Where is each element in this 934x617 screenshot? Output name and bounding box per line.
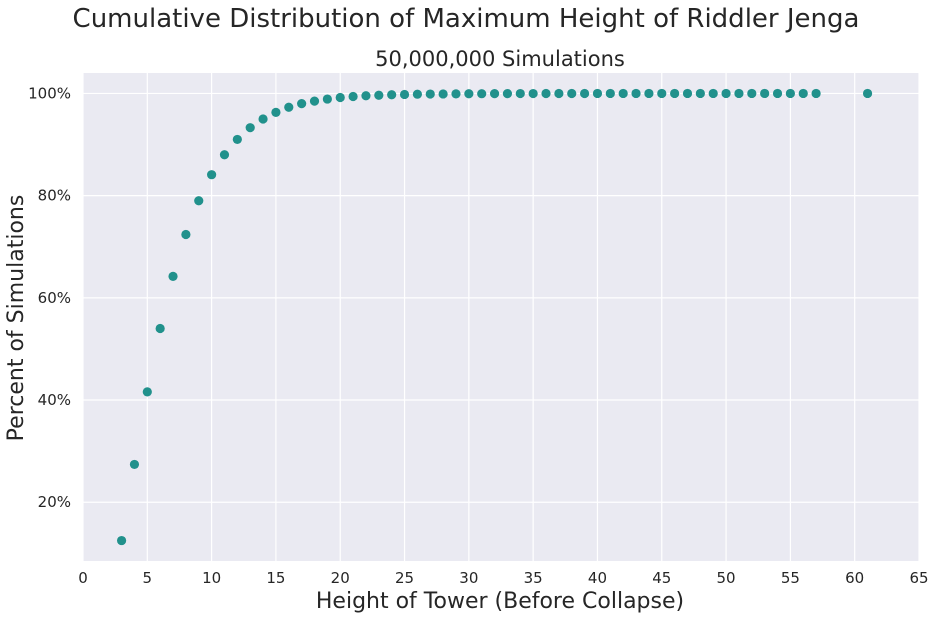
data-point [541, 88, 551, 99]
y-axis-label: Percent of Simulations [4, 195, 29, 442]
x-tick-label: 5 [143, 569, 153, 587]
x-tick-label: 60 [845, 569, 864, 587]
data-point [335, 92, 345, 103]
data-points [116, 88, 873, 546]
data-point [284, 102, 294, 112]
data-point [271, 107, 281, 117]
data-point [580, 88, 590, 99]
data-point [219, 150, 230, 160]
data-point [605, 88, 615, 99]
x-tick-label: 55 [781, 569, 800, 587]
grid-lines [82, 73, 920, 561]
data-point [116, 535, 127, 546]
data-point [760, 88, 770, 99]
data-point [451, 89, 461, 99]
data-point [489, 89, 500, 99]
data-point [528, 88, 538, 99]
data-point [155, 323, 165, 334]
data-point [348, 91, 358, 102]
data-point [592, 88, 603, 99]
x-axis-ticks: 0 5 10 15 20 25 30 35 40 45 50 55 60 65 [78, 569, 928, 587]
y-tick-label: 60% [38, 289, 71, 307]
x-axis-label: Height of Tower (Before Collapse) [316, 589, 684, 614]
data-point [657, 88, 667, 99]
x-tick-label: 35 [524, 569, 543, 587]
data-point [477, 89, 487, 99]
y-tick-label: 20% [38, 493, 71, 511]
data-point [785, 88, 795, 99]
data-point [734, 88, 744, 99]
data-point [245, 123, 255, 133]
data-point [399, 89, 410, 100]
data-point [747, 88, 757, 99]
y-tick-label: 40% [38, 391, 71, 409]
data-point [438, 89, 448, 99]
data-point [207, 170, 217, 180]
data-point [309, 96, 320, 106]
data-point [322, 94, 332, 104]
data-point [181, 229, 191, 240]
data-point [862, 88, 873, 99]
data-point [361, 91, 371, 101]
data-point [464, 89, 474, 99]
data-point [682, 88, 693, 99]
chart-title: Cumulative Distribution of Maximum Heigh… [73, 4, 860, 34]
x-tick-label: 30 [459, 569, 478, 587]
data-point [425, 89, 435, 99]
data-point [567, 88, 577, 99]
data-point [708, 88, 718, 99]
data-point [631, 88, 641, 99]
data-point [142, 387, 152, 397]
data-point [502, 88, 513, 99]
y-tick-label: 80% [38, 187, 71, 205]
x-tick-label: 0 [78, 569, 88, 587]
data-point [515, 88, 525, 99]
data-point [554, 88, 564, 99]
data-point [695, 88, 705, 99]
data-point [644, 88, 654, 99]
x-tick-label: 15 [266, 569, 285, 587]
data-point [721, 88, 731, 99]
data-point [412, 89, 422, 99]
plot-area [83, 73, 919, 561]
data-point [670, 88, 680, 99]
data-point [772, 88, 783, 99]
chart-subtitle: 50,000,000 Simulations [375, 47, 625, 71]
data-point [297, 99, 307, 109]
x-tick-label: 20 [331, 569, 350, 587]
x-tick-label: 10 [202, 569, 221, 587]
data-point [618, 88, 628, 99]
x-tick-label: 50 [717, 569, 736, 587]
x-tick-label: 25 [395, 569, 414, 587]
data-point [258, 114, 268, 124]
data-point [374, 90, 384, 100]
data-point [232, 134, 242, 145]
data-point [194, 196, 204, 206]
data-point [129, 459, 140, 470]
data-point [168, 271, 178, 281]
x-tick-label: 65 [909, 569, 928, 587]
data-point [798, 88, 808, 99]
y-tick-label: 100% [28, 84, 71, 102]
y-axis-ticks: 20% 40% 60% 80% 100% [28, 84, 71, 511]
x-tick-label: 45 [652, 569, 671, 587]
data-point [811, 88, 821, 99]
x-tick-label: 40 [588, 569, 607, 587]
data-point [387, 90, 397, 100]
